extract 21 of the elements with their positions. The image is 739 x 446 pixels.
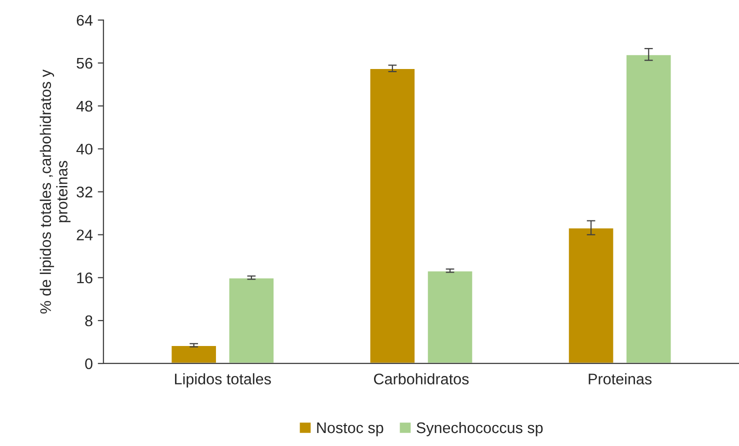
y-axis-title: % de lipidos totales ,carbohidratos y proteinas bbox=[40, 70, 70, 314]
y-tick-label: 24 bbox=[76, 230, 93, 240]
y-tick-label: 32 bbox=[76, 186, 92, 198]
bar bbox=[625, 54, 672, 364]
legend-label: Nostoc sp bbox=[317, 422, 384, 436]
x-tick-label: Carbohidratos bbox=[374, 373, 469, 384]
x-tick-label: Proteinas bbox=[588, 373, 652, 384]
y-tick-label: 64 bbox=[76, 14, 93, 26]
y-tick-label: 40 bbox=[76, 144, 92, 155]
legend-label: Synechococcus sp bbox=[416, 422, 543, 436]
x-tick-label: Lipidos totales bbox=[175, 373, 271, 388]
bar bbox=[170, 344, 218, 364]
bar bbox=[426, 270, 474, 364]
y-tick-label: 16 bbox=[77, 272, 92, 284]
y-tick-label: 48 bbox=[76, 100, 92, 112]
y-tick-label: 56 bbox=[76, 58, 92, 69]
bar bbox=[368, 68, 416, 364]
bar bbox=[228, 276, 275, 364]
y-tick-label: 0 bbox=[85, 358, 92, 370]
y-tick-label: 8 bbox=[85, 315, 92, 326]
bar bbox=[568, 227, 615, 364]
